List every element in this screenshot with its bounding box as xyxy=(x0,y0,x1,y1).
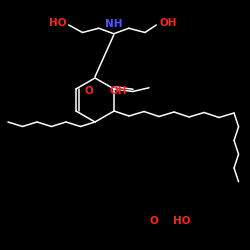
Text: OH: OH xyxy=(110,86,128,96)
Text: O: O xyxy=(84,86,93,96)
Text: HO: HO xyxy=(49,18,66,28)
Text: NH: NH xyxy=(105,19,122,29)
Text: HO: HO xyxy=(172,216,190,226)
Text: O: O xyxy=(150,216,158,226)
Text: OH: OH xyxy=(160,18,178,28)
